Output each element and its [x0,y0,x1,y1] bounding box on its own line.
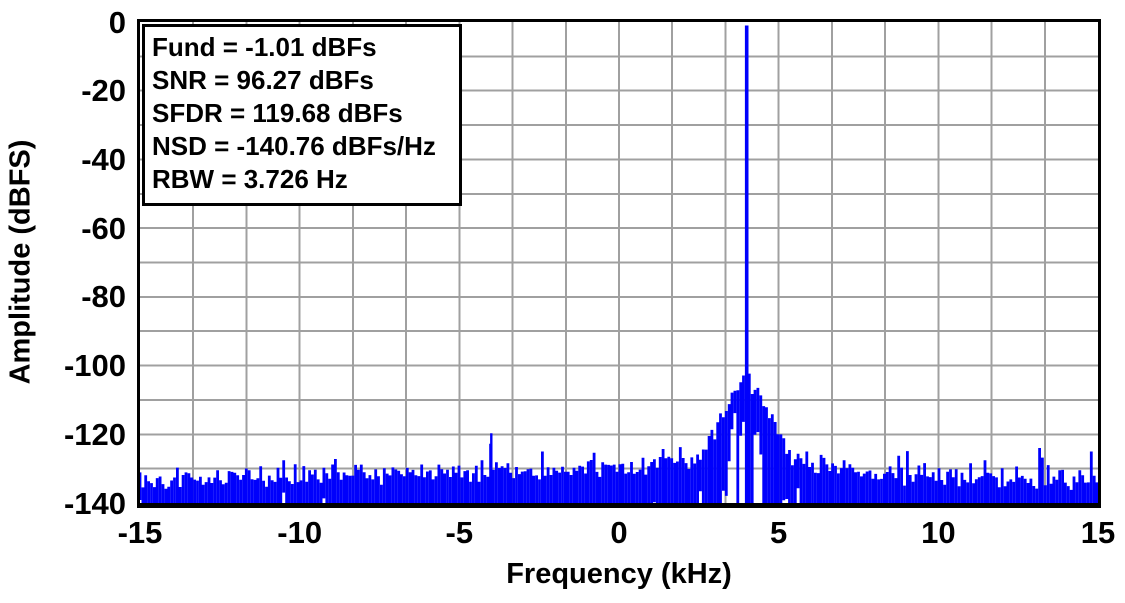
y-tick-label: -140 [63,485,126,521]
y-tick-label: -80 [81,279,126,315]
x-tick-label: 10 [921,515,956,550]
y-tick-label: -60 [81,210,126,246]
metric-rbw: RBW = 3.726 Hz [152,164,348,194]
x-tick-label: -10 [277,515,323,550]
y-tick-label: -20 [81,73,126,109]
y-tick-label: 0 [108,4,126,40]
spectrum-svg [140,22,1098,503]
measurement-annotation-box: Fund = -1.01 dBFs SNR = 96.27 dBFs SFDR … [142,24,462,206]
plot-area: Fund = -1.01 dBFs SNR = 96.27 dBFs SFDR … [137,19,1101,508]
spectrum-trace [140,25,1098,503]
y-tick-label: -100 [63,348,126,384]
metric-fund: Fund = -1.01 dBFs [152,32,377,62]
y-tick-label: -40 [81,141,126,177]
metric-snr: SNR = 96.27 dBFs [152,65,374,95]
x-tick-label: 5 [770,515,788,550]
x-tick-label: 15 [1080,515,1116,550]
metric-nsd: NSD = -140.76 dBFs/Hz [152,131,436,161]
metric-sfdr: SFDR = 119.68 dBFs [152,98,403,128]
y-tick-label: -120 [63,416,126,452]
noise-trace [140,373,1098,503]
y-axis-title: Amplitude (dBFS) [4,139,37,385]
x-tick-label: -5 [445,515,474,550]
x-tick-label: -15 [117,515,163,550]
grid-lines [140,22,1098,503]
x-axis-title: Frequency (kHz) [506,558,732,590]
x-tick-label: 0 [610,515,628,550]
